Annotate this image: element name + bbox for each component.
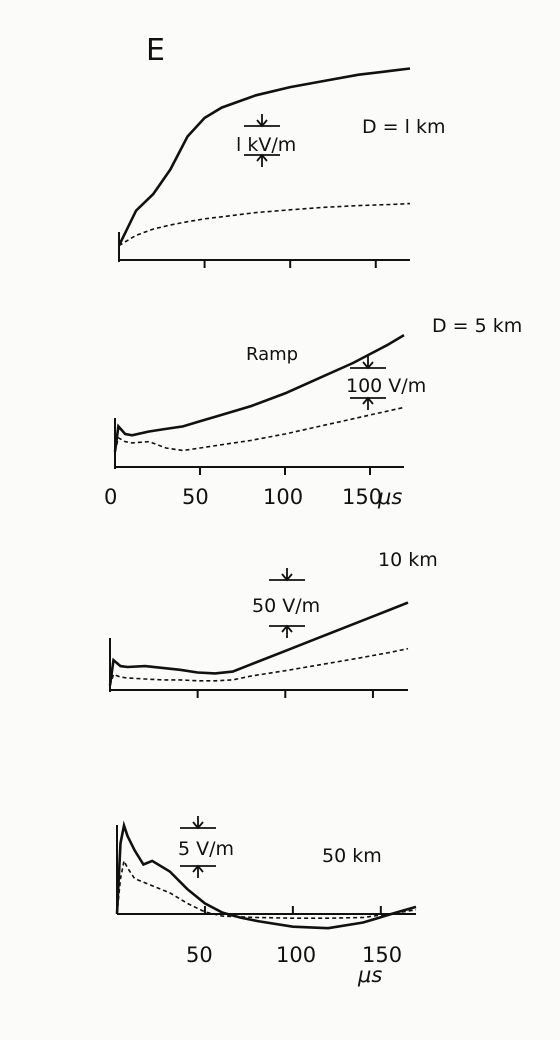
panel2-tick-label-150: 150: [342, 485, 382, 509]
panel2-series-solid: [113, 333, 405, 452]
panel4-x-unit: μs: [357, 963, 382, 987]
panel1-series-solid: [117, 67, 411, 247]
panel1-scale-arrow-down-icon: [256, 114, 268, 128]
panel2-distance-label: D = 5 km: [432, 315, 522, 337]
panel1-scale-arrow-up-icon: [256, 153, 268, 167]
panel2-scale-arrow-down-icon: [362, 356, 374, 370]
panel2-series-dashed: [114, 406, 405, 452]
panel3-scale-arrow-down-icon: [281, 568, 293, 582]
panel4-tick-label-100: 100: [276, 943, 316, 967]
panel3-scale-arrow-up-icon: [281, 624, 293, 638]
panel4-series-solid: [115, 820, 417, 930]
panel4-series-dashed: [116, 858, 417, 919]
panel2-x-unit: μs: [377, 485, 402, 509]
figure-label: E: [146, 33, 165, 68]
panel2-tick-label-0: 0: [104, 485, 117, 509]
panel3-scale-label: 50 V/m: [252, 595, 320, 617]
panel4-tick-label-50: 50: [186, 943, 213, 967]
panel3-series-dashed: [109, 647, 409, 686]
panel4-distance-label: 50 km: [322, 845, 382, 867]
panel4-scale-label: 5 V/m: [178, 838, 234, 860]
panel1-scale-label: l kV/m: [236, 134, 296, 156]
panel1-distance-label: D = l km: [362, 116, 445, 138]
panel4-tick-label-150: 150: [362, 943, 402, 967]
panel4-scale-arrow-up-icon: [192, 864, 204, 878]
panel3-series-solid: [108, 601, 409, 686]
panel2-scale-arrow-up-icon: [362, 396, 374, 410]
panel2-tick-label-100: 100: [263, 485, 303, 509]
panel2-annotation-ramp: Ramp: [246, 344, 298, 365]
panel2-scale-label: 100 V/m: [346, 375, 426, 397]
panel1-series-dashed: [118, 202, 411, 247]
panel3-distance-label: 10 km: [378, 549, 438, 571]
panel4-scale-arrow-down-icon: [192, 816, 204, 830]
panel2-tick-label-50: 50: [182, 485, 209, 509]
